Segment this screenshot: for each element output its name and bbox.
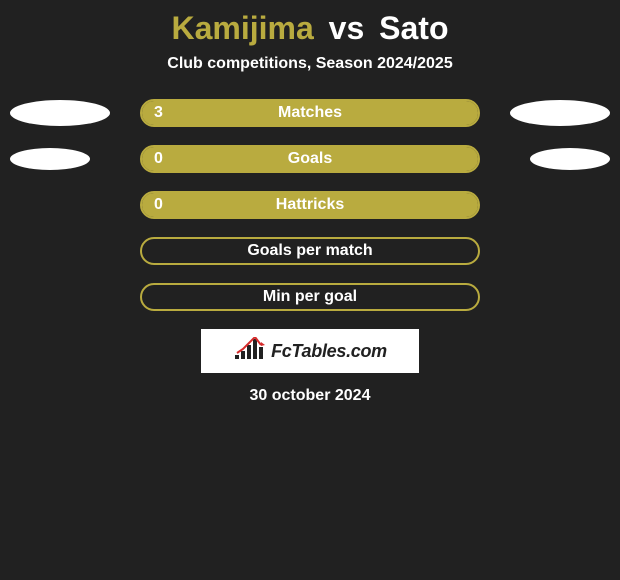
right-ellipse: [510, 100, 610, 126]
stat-row-goals-per-match: Goals per match: [0, 237, 620, 265]
subtitle: Club competitions, Season 2024/2025: [0, 55, 620, 73]
stat-label: Goals: [288, 150, 332, 168]
bars-container: 3 Matches 0 Goals 0 Hattricks Goals per match M…: [0, 99, 620, 311]
logo-text: FcTables.com: [271, 341, 387, 362]
stat-label: Hattricks: [276, 196, 344, 214]
stat-bar: 0 Goals: [140, 145, 480, 173]
logo-box: FcTables.com: [201, 329, 419, 373]
stat-row-matches: 3 Matches: [0, 99, 620, 127]
vs-title: Kamijima vs Sato: [0, 10, 620, 47]
stat-value-left: 0: [154, 196, 163, 214]
fctables-chart-icon: [233, 337, 267, 366]
stat-bar: Min per goal: [140, 283, 480, 311]
stat-bar: 3 Matches: [140, 99, 480, 127]
stat-label: Goals per match: [247, 242, 372, 260]
stat-label: Matches: [278, 104, 342, 122]
stat-value-left: 0: [154, 150, 163, 168]
stat-label: Min per goal: [263, 288, 357, 306]
vs-label: vs: [329, 10, 365, 46]
stat-row-hattricks: 0 Hattricks: [0, 191, 620, 219]
stat-row-min-per-goal: Min per goal: [0, 283, 620, 311]
stat-row-goals: 0 Goals: [0, 145, 620, 173]
left-ellipse: [10, 100, 110, 126]
player2-name: Sato: [379, 10, 448, 46]
stat-bar: Goals per match: [140, 237, 480, 265]
stat-value-left: 3: [154, 104, 163, 122]
date: 30 october 2024: [0, 387, 620, 405]
right-ellipse: [530, 148, 610, 170]
stat-bar: 0 Hattricks: [140, 191, 480, 219]
player1-name: Kamijima: [172, 10, 314, 46]
left-ellipse: [10, 148, 90, 170]
